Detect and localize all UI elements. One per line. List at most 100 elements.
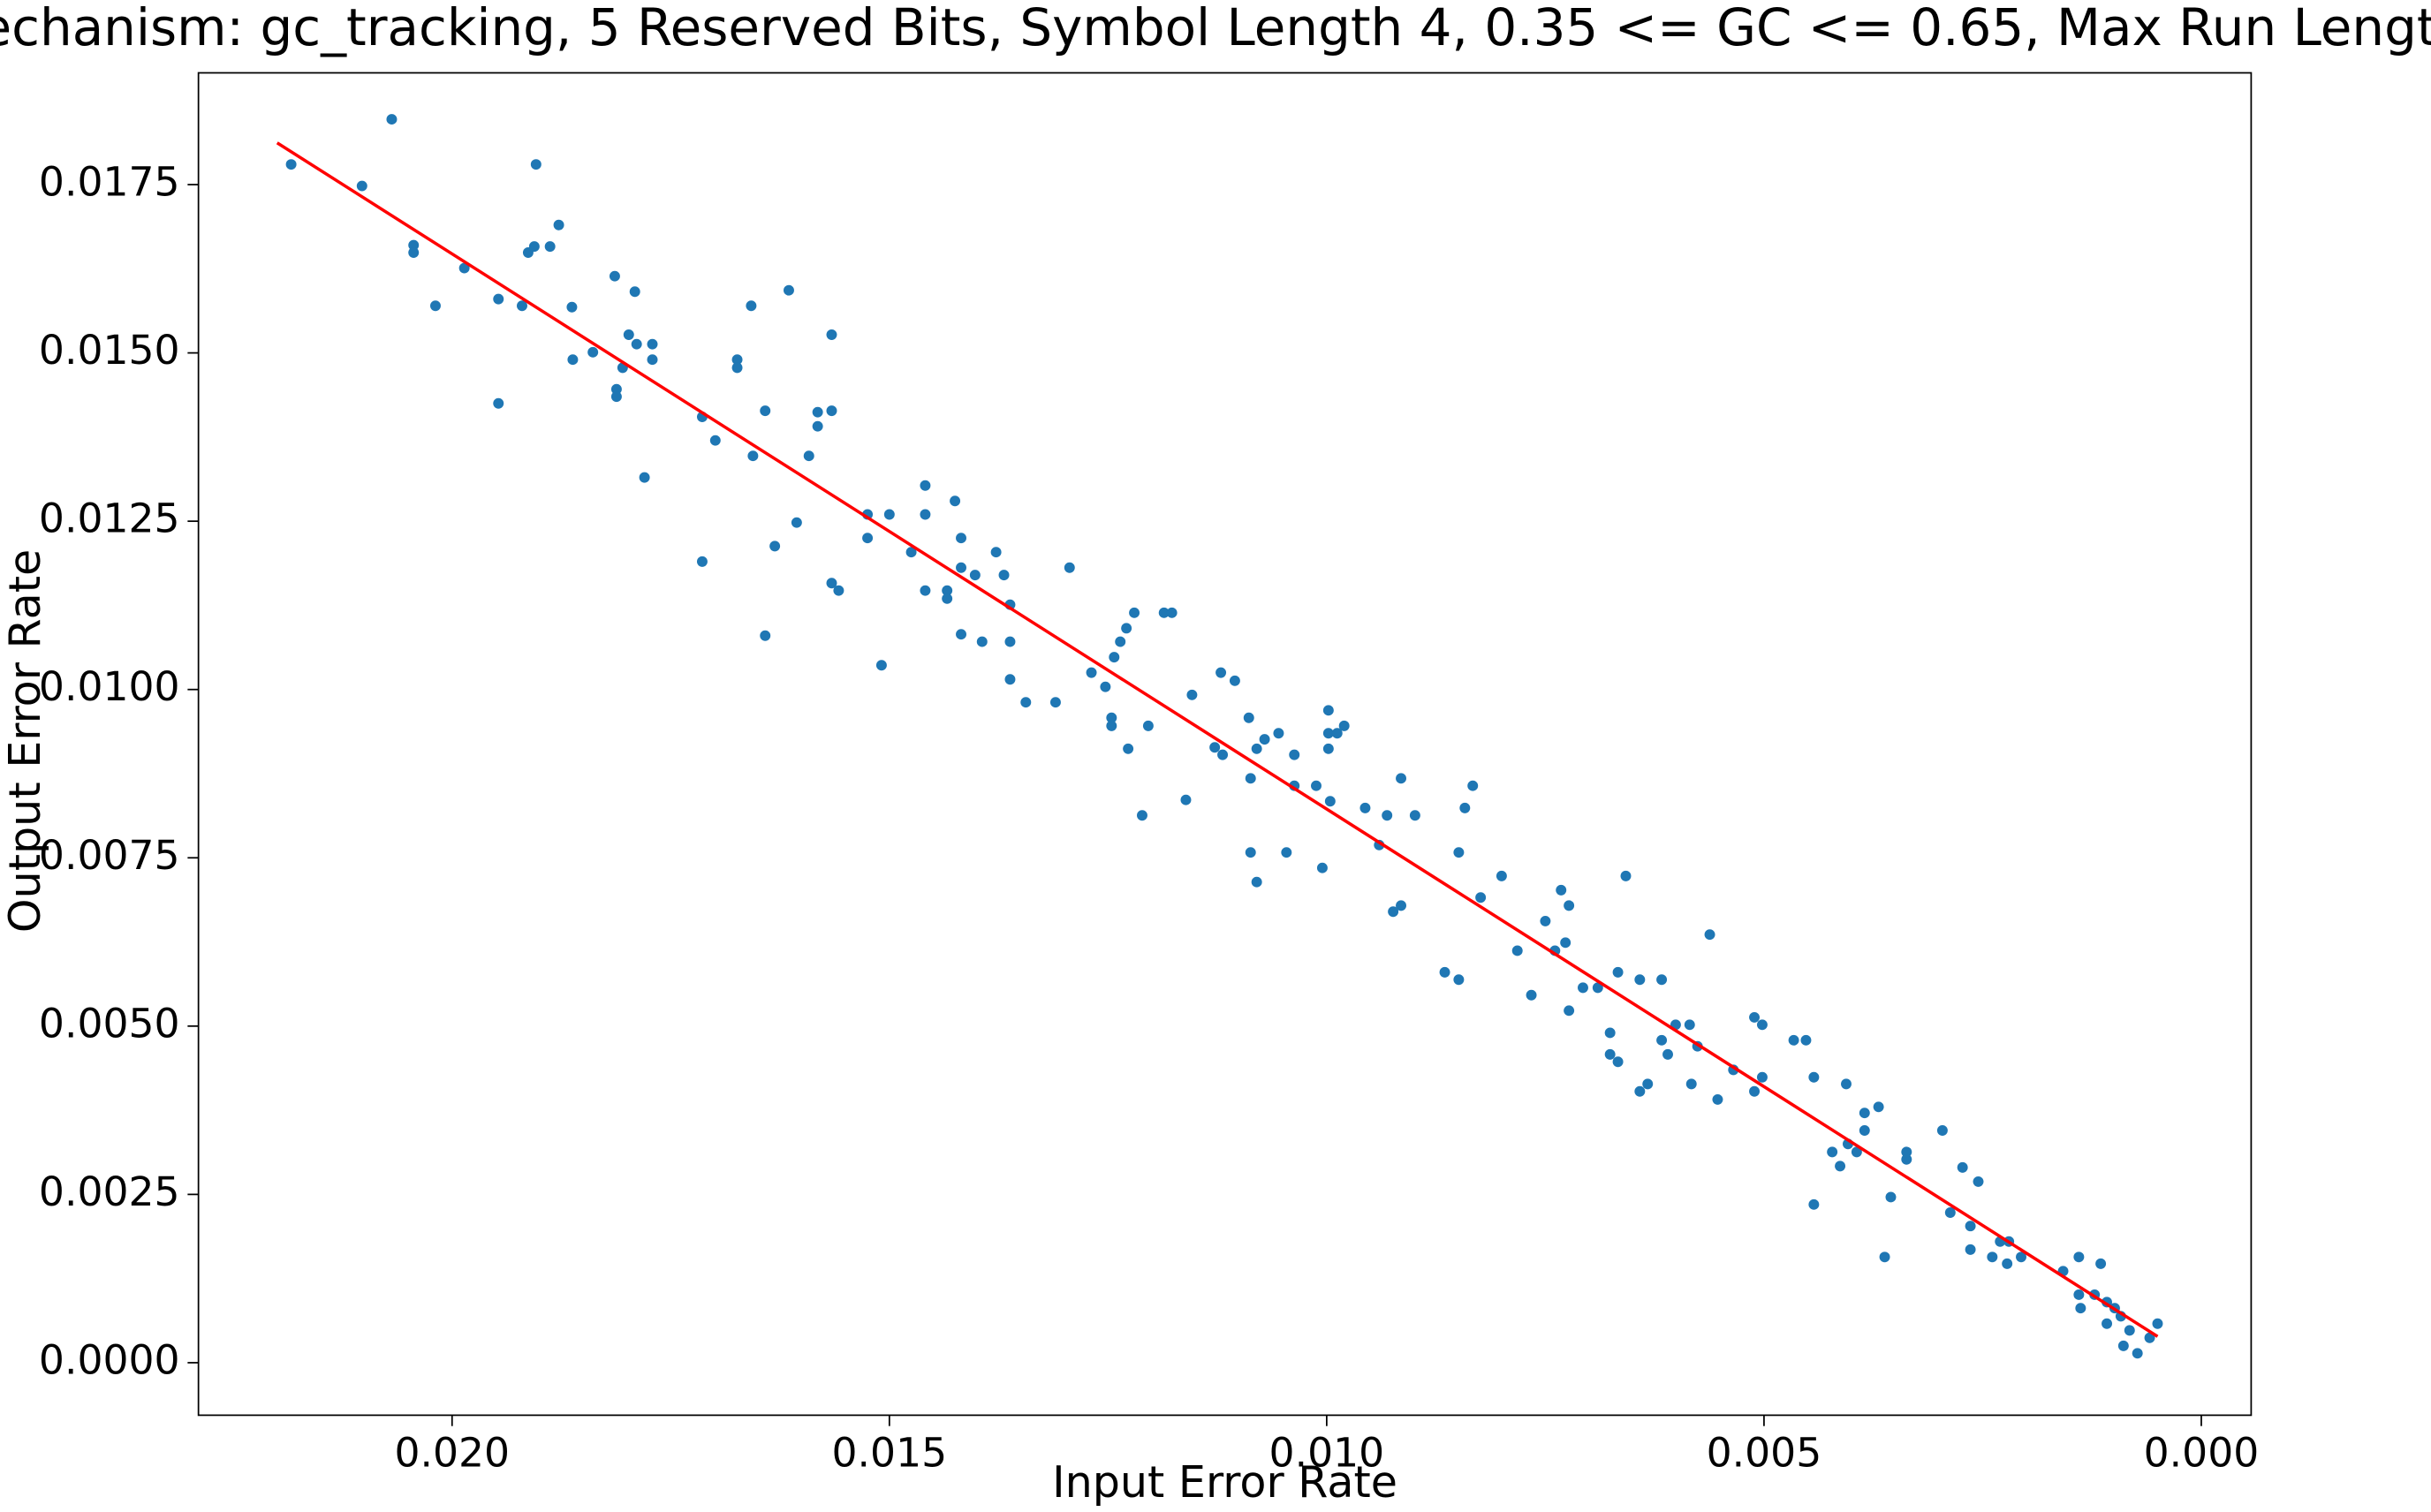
- scatter-point: [1229, 675, 1240, 686]
- scatter-point: [833, 585, 844, 596]
- scatter-point: [1712, 1093, 1723, 1105]
- scatter-point: [1338, 720, 1350, 731]
- scatter-point: [647, 354, 658, 366]
- scatter-point: [2102, 1318, 2113, 1329]
- scatter-point: [1800, 1034, 1812, 1046]
- fit-line: [276, 141, 2159, 1338]
- scatter-point: [1217, 749, 1229, 760]
- scatter-point: [1612, 966, 1624, 978]
- scatter-point: [1808, 1198, 1820, 1210]
- scatter-point: [2152, 1318, 2163, 1329]
- scatter-point: [1359, 802, 1371, 813]
- scatter-point: [1987, 1251, 1998, 1263]
- scatter-point: [920, 585, 931, 596]
- scatter-point: [1859, 1125, 1870, 1136]
- scatter-point: [1123, 743, 1134, 754]
- scatter-point: [1209, 742, 1221, 753]
- scatter-point: [1186, 689, 1198, 700]
- scatter-point: [647, 338, 658, 350]
- scatter-point: [709, 435, 721, 446]
- scatter-point: [1684, 1019, 1695, 1031]
- scatter-point: [791, 517, 802, 528]
- scatter-point: [386, 114, 398, 125]
- scatter-point: [862, 533, 874, 544]
- y-tick-label: 0.0000: [39, 1336, 180, 1383]
- scatter-point: [610, 383, 622, 395]
- y-axis-label: Output Error Rate: [0, 549, 50, 933]
- scatter-point: [1612, 1056, 1624, 1068]
- scatter-point: [1685, 1078, 1697, 1090]
- scatter-point: [1957, 1161, 1968, 1173]
- scatter-point: [493, 293, 504, 305]
- scatter-point: [285, 159, 297, 170]
- scatter-point: [1049, 697, 1061, 708]
- scatter-point: [458, 262, 470, 274]
- scatter-point: [1788, 1034, 1799, 1046]
- scatter-point: [1322, 743, 1334, 754]
- scatter-point: [747, 450, 759, 462]
- scatter-point: [587, 346, 599, 358]
- scatter-point: [1106, 712, 1117, 723]
- scatter-point: [1251, 876, 1262, 888]
- scatter-point: [1136, 810, 1147, 821]
- scatter-point: [517, 300, 527, 312]
- scatter-point: [1873, 1101, 1884, 1113]
- scatter-point: [1453, 847, 1465, 858]
- scatter-point: [1467, 780, 1479, 791]
- scatter-point: [1556, 884, 1567, 896]
- y-tick-label: 0.0175: [39, 159, 180, 206]
- scatter-point: [731, 354, 743, 366]
- scatter-point: [1965, 1221, 1976, 1232]
- scatter-point: [969, 570, 981, 581]
- scatter-point: [530, 159, 541, 170]
- scatter-point: [1086, 667, 1097, 678]
- x-tick-label: 0.000: [2144, 1430, 2260, 1477]
- scatter-point: [1115, 636, 1126, 647]
- scatter-point: [2016, 1251, 2026, 1263]
- scatter-point: [1121, 623, 1132, 634]
- scatter-point: [1100, 681, 1111, 692]
- scatter-point: [1322, 728, 1334, 739]
- scatter-point: [1004, 674, 1016, 685]
- scatter-point: [1808, 1071, 1820, 1083]
- scatter-point: [610, 391, 622, 403]
- scatter-point: [1004, 636, 1016, 647]
- x-tick-label: 0.015: [832, 1430, 948, 1477]
- plot-frame: [197, 72, 2253, 1417]
- scatter-point: [760, 630, 771, 641]
- y-tick-label: 0.0050: [39, 1000, 180, 1047]
- scatter-point: [567, 354, 579, 366]
- scatter-point: [1749, 1011, 1761, 1023]
- x-tick-label: 0.010: [1269, 1430, 1385, 1477]
- scatter-point: [942, 593, 953, 604]
- scatter-point: [1526, 989, 1537, 1001]
- y-tick-label: 0.0150: [39, 327, 180, 374]
- scatter-point: [1835, 1160, 1846, 1172]
- scatter-point: [920, 509, 931, 520]
- scatter-point: [1316, 862, 1328, 873]
- scatter-point: [1859, 1108, 1870, 1119]
- scatter-point: [1749, 1085, 1761, 1097]
- scatter-point: [784, 284, 794, 296]
- scatter-point: [1259, 734, 1270, 745]
- scatter-point: [1324, 796, 1336, 807]
- scatter-point: [1166, 607, 1178, 618]
- scatter-point: [1885, 1191, 1897, 1203]
- scatter-point: [2073, 1289, 2085, 1300]
- scatter-point: [1251, 743, 1262, 754]
- scatter-point: [1901, 1146, 1912, 1158]
- scatter-point: [553, 219, 564, 231]
- scatter-point: [769, 541, 781, 552]
- scatter-point: [1245, 847, 1256, 858]
- scatter-point: [1642, 1078, 1654, 1090]
- scatter-point: [942, 585, 953, 596]
- scatter-point: [1936, 1125, 1948, 1136]
- scatter-point: [1496, 870, 1507, 881]
- scatter-point: [1604, 1027, 1616, 1039]
- scatter-point: [2117, 1340, 2129, 1351]
- scatter-point: [493, 397, 504, 409]
- scatter-point: [1064, 562, 1075, 573]
- scatter-point: [1388, 906, 1399, 918]
- scatter-point: [956, 533, 966, 544]
